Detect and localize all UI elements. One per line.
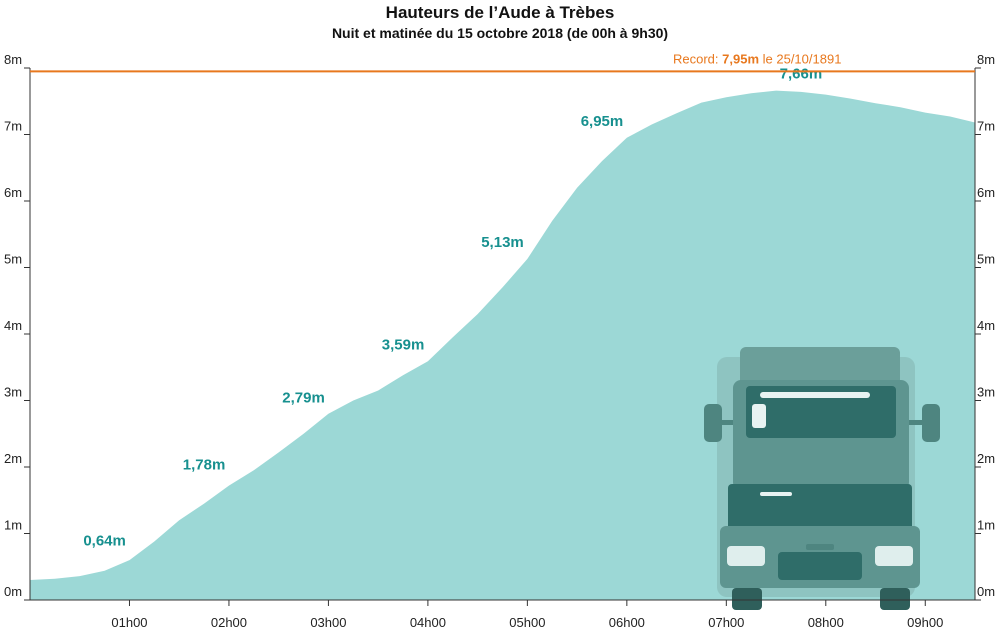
x-tick-label: 08h00 — [808, 615, 844, 630]
record-label: Record: 7,95m le 25/10/1891 — [673, 51, 841, 66]
x-tick-label: 04h00 — [410, 615, 446, 630]
y-tick-label-left: 4m — [4, 318, 22, 333]
y-tick-label-left: 8m — [4, 52, 22, 67]
y-tick-label-right: 5m — [977, 252, 995, 267]
y-tick-label-right: 1m — [977, 518, 995, 533]
y-tick-label-right: 2m — [977, 451, 995, 466]
y-tick-label-right: 6m — [977, 185, 995, 200]
y-tick-label-left: 7m — [4, 119, 22, 134]
y-tick-label-right: 7m — [977, 119, 995, 134]
data-label: 2,79m — [282, 389, 325, 406]
y-tick-label-left: 2m — [4, 451, 22, 466]
truck-illustration — [704, 347, 940, 610]
x-tick-label: 06h00 — [609, 615, 645, 630]
data-label: 0,64m — [83, 532, 126, 549]
y-tick-label-left: 3m — [4, 385, 22, 400]
data-label: 7,66m — [780, 66, 823, 83]
chart-subtitle: Nuit et matinée du 15 octobre 2018 (de 0… — [331, 25, 669, 41]
x-tick-label: 03h00 — [310, 615, 346, 630]
y-tick-label-right: 3m — [977, 385, 995, 400]
x-tick-label: 02h00 — [211, 615, 247, 630]
data-label: 1,78m — [183, 457, 226, 474]
x-tick-label: 09h00 — [907, 615, 943, 630]
x-tick-label: 07h00 — [708, 615, 744, 630]
y-tick-label-left: 0m — [4, 584, 22, 599]
data-label: 6,95m — [581, 113, 624, 130]
y-tick-label-left: 1m — [4, 518, 22, 533]
y-tick-label-left: 6m — [4, 185, 22, 200]
y-tick-label-right: 4m — [977, 318, 995, 333]
chart-title: Hauteurs de l’Aude à Trèbes — [385, 3, 615, 22]
y-tick-label-right: 0m — [977, 584, 995, 599]
x-tick-label: 05h00 — [509, 615, 545, 630]
y-tick-label-right: 8m — [977, 52, 995, 67]
data-label: 5,13m — [481, 234, 524, 251]
data-label: 3,59m — [382, 336, 425, 353]
y-tick-label-left: 5m — [4, 252, 22, 267]
x-tick-label: 01h00 — [111, 615, 147, 630]
